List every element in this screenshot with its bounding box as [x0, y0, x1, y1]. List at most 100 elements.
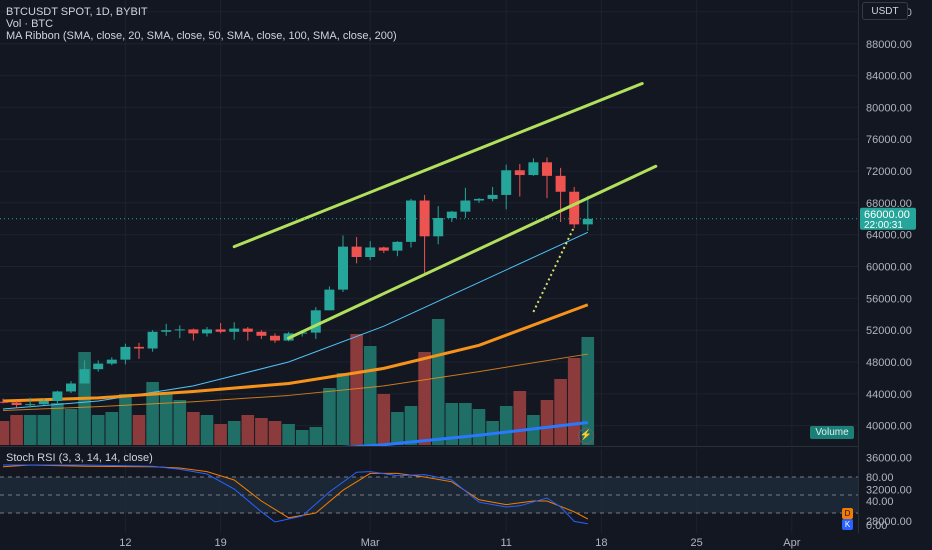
volume-bar: [513, 391, 527, 445]
price-axis[interactable]: 92000.0088000.0084000.0080000.0076000.00…: [858, 0, 932, 533]
candle-body: [256, 331, 267, 336]
rsi-d-badge: D: [842, 508, 853, 519]
price-tick-label: 68000.00: [866, 198, 912, 210]
candle-body: [147, 331, 158, 349]
volume-bar: [309, 427, 323, 445]
ma-line-ma-200: [327, 421, 588, 447]
volume-legend[interactable]: Vol · BTC: [6, 18, 54, 30]
candle-body: [161, 330, 172, 332]
candle-body: [93, 363, 104, 370]
volume-bar: [241, 415, 255, 445]
price-tick-label: 88000.00: [866, 39, 912, 51]
projection-line: [532, 226, 576, 313]
candle-body: [528, 162, 539, 176]
volume-bar: [146, 382, 159, 445]
volume-bar: [91, 415, 105, 445]
candle-body: [324, 289, 335, 311]
candle-body: [501, 170, 512, 195]
volume-bar: [0, 421, 10, 445]
candle-body: [338, 246, 348, 290]
time-tick-label: 19: [214, 537, 226, 549]
trend-channel-line: [287, 164, 658, 340]
volume-bar: [23, 415, 37, 445]
candle-body: [174, 329, 185, 331]
rsi-tick-label: 80.00: [866, 472, 894, 484]
candle-body: [555, 175, 566, 192]
volume-bar: [200, 415, 214, 445]
time-tick-label: Apr: [783, 537, 800, 549]
candle-body: [229, 328, 240, 332]
price-tick-label: 84000.00: [866, 71, 912, 83]
candle-body: [215, 329, 226, 332]
volume-bar: [187, 412, 200, 445]
stoch-rsi-panel[interactable]: [0, 449, 858, 533]
candle-body: [351, 246, 362, 257]
candle-body: [52, 391, 63, 402]
volume-bar: [350, 334, 363, 445]
volume-bar: [581, 337, 595, 445]
last-price-label: 66000.00: [864, 209, 910, 221]
countdown-label: 22:00:31: [864, 220, 903, 231]
price-tick-label: 56000.00: [866, 293, 912, 305]
candle-body: [66, 383, 76, 392]
volume-bar: [295, 430, 309, 445]
volume-bar: [255, 418, 268, 445]
time-axis[interactable]: 12 19 Mar 11 18 25 Apr: [0, 533, 858, 550]
candle-body: [202, 329, 212, 334]
candle-body: [487, 194, 498, 199]
candle-body: [406, 200, 416, 242]
currency-selector[interactable]: USDT: [862, 2, 908, 20]
volume-bar: [554, 379, 567, 445]
volume-bar: [282, 424, 295, 445]
symbol-title[interactable]: BTCUSDT SPOT, 1D, BYBIT: [6, 6, 148, 18]
candle-body: [582, 218, 593, 225]
volume-bar: [499, 406, 513, 445]
time-tick-label: 12: [119, 537, 131, 549]
candle-body: [188, 329, 199, 334]
price-tick-label: 44000.00: [866, 389, 912, 401]
price-tick-label: 36000.00: [866, 453, 912, 465]
candle-body: [25, 404, 36, 406]
price-tick-label: 60000.00: [866, 262, 912, 274]
volume-bar: [445, 403, 459, 445]
candle-body: [514, 170, 525, 176]
time-tick-label: Mar: [361, 537, 380, 549]
price-tick-label: 76000.00: [866, 134, 912, 146]
volume-bar: [227, 421, 241, 445]
candle-body: [460, 200, 471, 212]
candle-body: [242, 328, 253, 332]
rsi-tick-label: 0.00: [866, 520, 887, 532]
volume-bar: [105, 412, 119, 445]
lightning-icon[interactable]: ⚡: [578, 428, 594, 444]
candle-body: [310, 310, 321, 333]
volume-bar: [404, 406, 418, 445]
volume-bar: [431, 319, 445, 445]
price-chart[interactable]: [0, 0, 858, 447]
volume-bar: [214, 424, 227, 445]
volume-bar: [459, 403, 472, 445]
price-tick-label: 32000.00: [866, 484, 912, 496]
volume-bar: [37, 415, 51, 445]
candle-body: [270, 335, 280, 341]
volume-bar: [391, 412, 404, 445]
ma-ribbon-legend[interactable]: MA Ribbon (SMA, close, 20, SMA, close, 5…: [6, 30, 397, 42]
volume-bar: [10, 415, 23, 445]
ma-line-ma-50: [2, 303, 589, 403]
volume-bar: [363, 346, 377, 445]
volume-bar: [336, 373, 350, 445]
volume-bar: [64, 409, 78, 445]
volume-badge: Volume: [810, 426, 854, 439]
stoch-rsi-legend[interactable]: Stoch RSI (3, 3, 14, 14, close): [6, 452, 153, 464]
volume-bar: [377, 394, 391, 445]
time-tick-label: 25: [690, 537, 702, 549]
candle-body: [0, 401, 8, 403]
candle-body: [433, 218, 444, 237]
volume-bar: [323, 388, 336, 445]
time-tick-label: 18: [595, 537, 607, 549]
candle-body: [378, 247, 389, 251]
volume-bar: [132, 415, 146, 445]
rsi-k-line: [3, 464, 588, 525]
volume-bar: [268, 421, 282, 445]
candle-body: [569, 191, 580, 225]
candle-body: [446, 211, 457, 219]
